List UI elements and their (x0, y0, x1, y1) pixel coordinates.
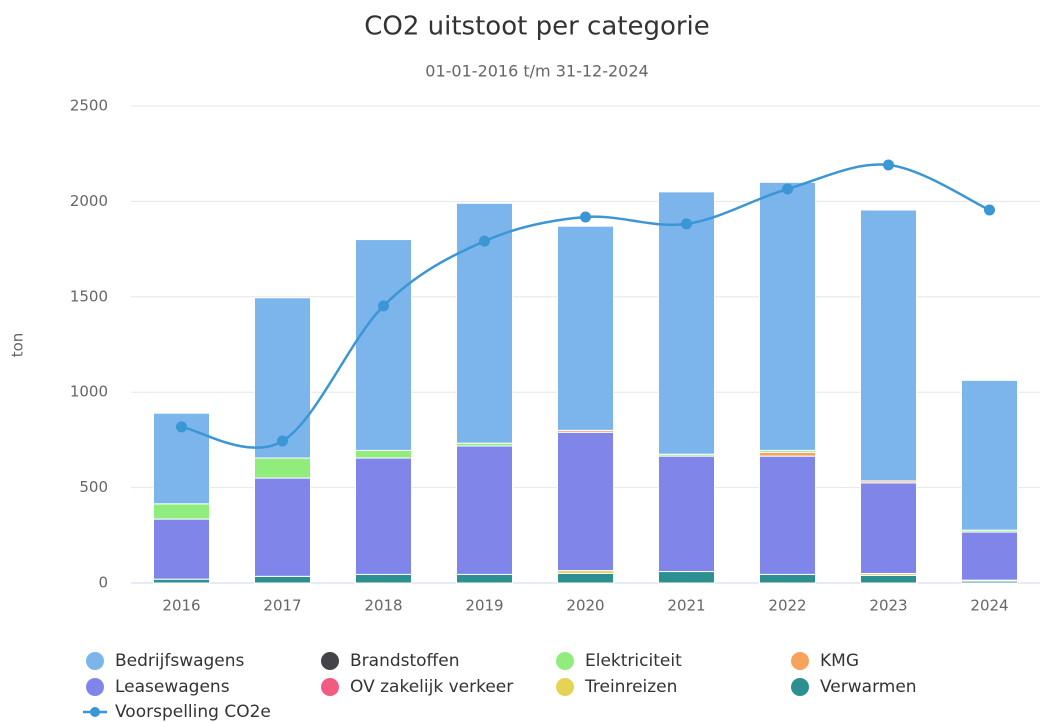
legend-label: Elektriciteit (585, 651, 682, 671)
legend-symbol (791, 652, 809, 670)
bar-segment (456, 573, 513, 584)
bar-segment (860, 482, 917, 574)
y-tick-label: 1000 (70, 383, 108, 401)
x-tick-label: 2016 (162, 597, 200, 615)
y-axis-title: ton (9, 333, 27, 358)
bar-segment (254, 575, 311, 584)
y-tick-label: 0 (98, 574, 108, 592)
bar-segment (355, 457, 412, 575)
bar-segment (759, 181, 816, 451)
bar-segment (759, 573, 816, 584)
bar-segment (355, 239, 412, 451)
line-point (782, 183, 793, 195)
line-point (984, 204, 995, 216)
legend-symbol (321, 678, 339, 696)
x-tick-label: 2021 (667, 597, 705, 615)
y-tick-label: 1500 (70, 287, 108, 305)
bar-segment (254, 457, 311, 479)
bar-segment (456, 445, 513, 575)
bar-segment (961, 379, 1018, 531)
line-point (580, 211, 591, 223)
line-point (681, 218, 692, 230)
bar-segment (254, 477, 311, 577)
x-tick-label: 2023 (869, 597, 907, 615)
legend-label: Treinreizen (584, 677, 677, 697)
bar-segment (153, 518, 210, 580)
legend-symbol (791, 678, 809, 696)
y-tick-label: 2000 (70, 192, 108, 210)
bar-segment (355, 449, 412, 459)
legend-symbol (321, 652, 339, 670)
bar-segment (658, 191, 715, 455)
legend-label: Verwarmen (820, 677, 917, 697)
bar-segment (254, 297, 311, 459)
line-point (176, 421, 187, 433)
line-point (883, 159, 894, 171)
y-tick-label: 2500 (70, 97, 108, 115)
bar-segment (961, 531, 1018, 581)
legend-symbol (556, 652, 574, 670)
legend-symbol (86, 652, 104, 670)
legend-label: OV zakelijk verkeer (350, 677, 513, 697)
bar-segment (355, 573, 412, 584)
bar-segment (658, 571, 715, 584)
legend-label: Brandstoffen (350, 651, 460, 671)
bar-segment (658, 455, 715, 573)
bar-segment (759, 455, 816, 575)
x-tick-label: 2020 (566, 597, 604, 615)
line-point (479, 235, 490, 247)
bar-segment (557, 572, 614, 584)
legend-label: Leasewagens (115, 677, 230, 697)
bar-segment (759, 451, 816, 457)
x-tick-label: 2019 (465, 597, 503, 615)
chart-title: CO2 uitstoot per categorie (364, 12, 710, 42)
legend-label: Bedrijfswagens (115, 651, 245, 671)
bar-segment (860, 574, 917, 584)
legend-label: KMG (820, 651, 859, 671)
bar-segment (153, 578, 210, 584)
legend-symbol (86, 678, 104, 696)
bar-segment (557, 225, 614, 431)
line-point (277, 435, 288, 447)
x-tick-label: 2024 (970, 597, 1008, 615)
x-tick-label: 2022 (768, 597, 806, 615)
bar-segment (153, 503, 210, 520)
bar-segment (557, 431, 614, 572)
bar-segment (860, 209, 917, 482)
legend-label: Voorspelling CO2e (115, 702, 271, 722)
chart-subtitle: 01-01-2016 t/m 31-12-2024 (425, 62, 648, 81)
legend-symbol (90, 707, 100, 717)
legend-symbol (556, 678, 574, 696)
y-tick-label: 500 (79, 478, 108, 496)
line-point (378, 300, 389, 312)
x-tick-label: 2017 (263, 597, 301, 615)
x-tick-label: 2018 (364, 597, 402, 615)
line (181, 163, 991, 449)
